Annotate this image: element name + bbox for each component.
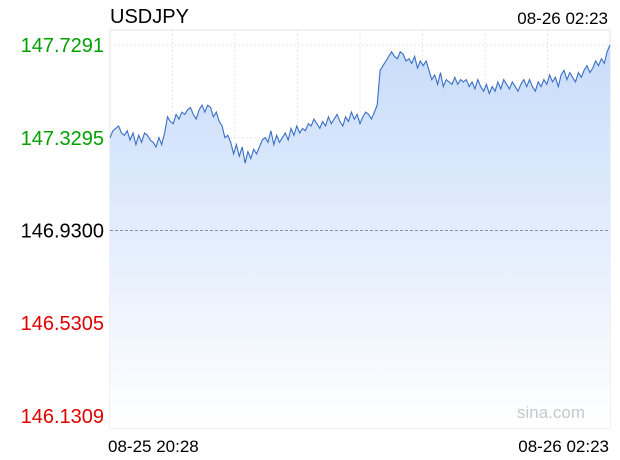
price-line (109, 44, 611, 164)
watermark: sina.com (517, 403, 585, 422)
y-tick-label: 147.7291 (21, 35, 104, 57)
x-label-start: 08-25 20:28 (108, 437, 199, 456)
y-tick-label: 146.5305 (21, 313, 104, 335)
y-tick-label: 146.9300 (21, 221, 104, 243)
price-area-fill (110, 44, 610, 429)
chart-title: USDJPY (110, 6, 189, 28)
y-tick-label: 146.1309 (21, 406, 104, 428)
y-tick-label: 147.3295 (21, 128, 104, 150)
timestamp: 08-26 02:23 (517, 9, 608, 28)
x-label-end: 08-26 02:23 (518, 437, 609, 456)
